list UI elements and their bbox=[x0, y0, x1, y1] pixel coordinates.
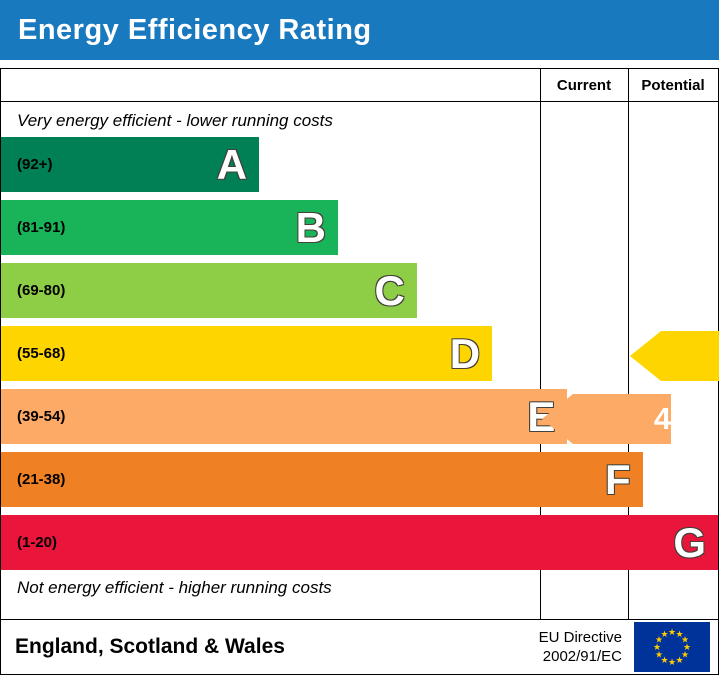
band-e-range-label: (39-54) bbox=[17, 408, 66, 425]
current-rating-value: 48 bbox=[653, 401, 689, 436]
svg-text:★: ★ bbox=[681, 651, 689, 661]
title-bar: Energy Efficiency Rating bbox=[0, 0, 719, 60]
svg-text:★: ★ bbox=[675, 630, 683, 640]
eu-flag-icon: ★ ★ ★ ★ ★ ★ ★ ★ ★ ★ ★ ★ bbox=[634, 622, 710, 672]
potential-column-divider bbox=[628, 69, 629, 619]
band-f: (21-38) F bbox=[1, 452, 643, 507]
svg-text:★: ★ bbox=[655, 636, 663, 646]
band-a-letter: A bbox=[216, 140, 248, 188]
band-c-letter: C bbox=[374, 266, 405, 314]
eu-directive-line2: 2002/91/EC bbox=[542, 648, 622, 665]
current-column-header: Current bbox=[556, 76, 612, 94]
eu-directive-label: EU Directive 2002/91/EC bbox=[539, 628, 622, 667]
svg-text:★: ★ bbox=[675, 656, 683, 666]
band-d-letter: D bbox=[449, 329, 481, 377]
band-a: (92+) A bbox=[1, 137, 260, 192]
band-b-letter: B bbox=[295, 203, 326, 251]
band-a-range-label: (92+) bbox=[17, 156, 53, 173]
band-g: (1-20) G bbox=[1, 515, 718, 570]
band-c: (69-80) C bbox=[1, 263, 417, 318]
band-b-range-label: (81-91) bbox=[17, 219, 66, 236]
band-d-range-label: (55-68) bbox=[17, 345, 66, 362]
page-title: Energy Efficiency Rating bbox=[18, 13, 372, 46]
rating-table: Current Potential Very energy efficient … bbox=[0, 68, 719, 675]
column-header-row bbox=[1, 69, 718, 102]
svg-text:★: ★ bbox=[668, 628, 676, 638]
band-f-letter: F bbox=[605, 455, 631, 503]
band-f-range-label: (21-38) bbox=[17, 471, 66, 488]
potential-rating-arrow: 58 bbox=[630, 331, 719, 381]
svg-text:★: ★ bbox=[668, 658, 676, 668]
eu-directive-line1: EU Directive bbox=[538, 628, 622, 646]
band-b: (81-91) B bbox=[1, 200, 338, 255]
band-e: (39-54) E bbox=[1, 389, 568, 444]
svg-text:★: ★ bbox=[681, 636, 689, 646]
svg-text:★: ★ bbox=[653, 643, 661, 653]
current-column-divider bbox=[540, 69, 541, 619]
top-note: Very energy efficient - lower running co… bbox=[17, 111, 333, 130]
band-d: (55-68) D bbox=[1, 326, 493, 381]
band-c-range-label: (69-80) bbox=[17, 282, 66, 299]
band-g-letter: G bbox=[673, 518, 706, 566]
potential-column-header: Potential bbox=[641, 76, 705, 94]
svg-text:★: ★ bbox=[683, 643, 691, 653]
region-label: England, Scotland & Wales bbox=[15, 635, 285, 658]
band-g-range-label: (1-20) bbox=[17, 534, 58, 551]
svg-text:★: ★ bbox=[660, 656, 668, 666]
bottom-note: Not energy efficient - higher running co… bbox=[17, 578, 332, 597]
current-rating-arrow: 48 bbox=[542, 394, 672, 444]
svg-text:★: ★ bbox=[655, 651, 663, 661]
footer-bar: England, Scotland & Wales EU Directive 2… bbox=[1, 619, 718, 674]
svg-text:★: ★ bbox=[660, 630, 668, 640]
